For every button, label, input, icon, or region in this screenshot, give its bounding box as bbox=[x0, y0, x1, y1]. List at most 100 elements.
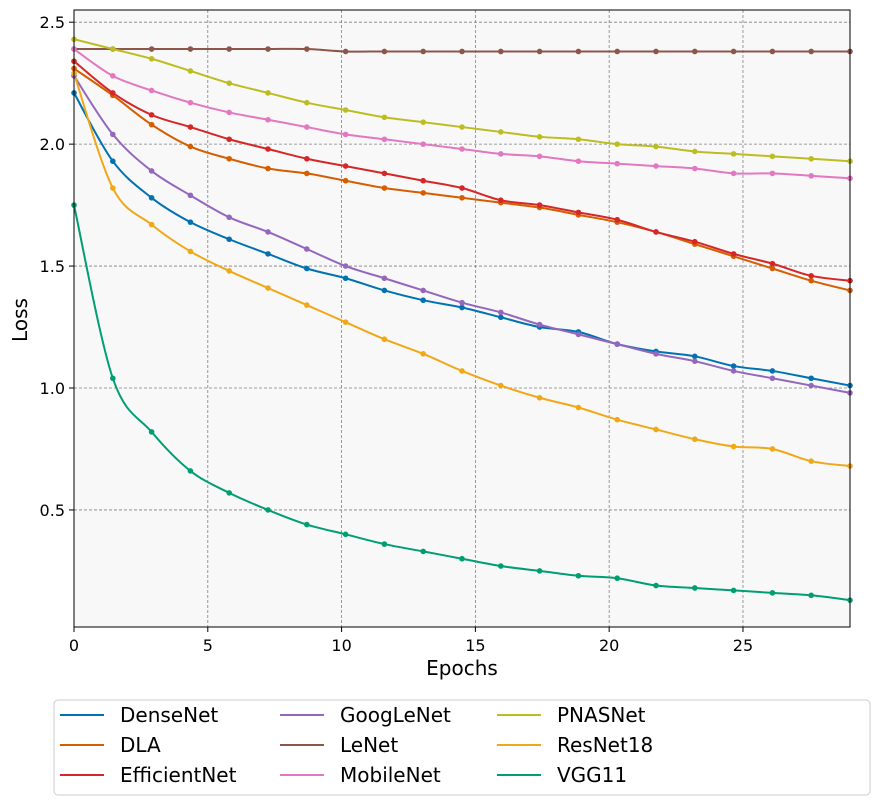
data-point-pnasnet bbox=[459, 124, 465, 130]
data-point-efficientnet bbox=[459, 185, 465, 191]
data-point-lenet bbox=[148, 46, 155, 52]
legend-label-googlenet: GoogLeNet bbox=[340, 703, 451, 727]
data-point-efficientnet bbox=[536, 202, 543, 208]
data-point-googlenet bbox=[769, 375, 776, 382]
data-point-mobilenet bbox=[653, 163, 659, 169]
data-point-resnet18 bbox=[536, 394, 543, 401]
legend-label-densenet: DenseNet bbox=[120, 703, 218, 727]
data-point-googlenet bbox=[614, 341, 620, 347]
data-point-googlenet bbox=[304, 246, 310, 252]
data-point-pnasnet bbox=[614, 141, 620, 147]
series-line-vgg11 bbox=[73, 204, 851, 602]
data-point-pnasnet bbox=[187, 68, 194, 74]
y-tick-label: 0.5 bbox=[40, 501, 65, 520]
data-point-efficientnet bbox=[304, 155, 310, 162]
data-point-pnasnet bbox=[692, 148, 698, 155]
data-point-resnet18 bbox=[653, 426, 659, 433]
plot-background bbox=[74, 10, 850, 627]
x-axis-ticks: 0 5 10 15 20 25 bbox=[69, 627, 753, 655]
data-point-pnasnet bbox=[226, 80, 232, 86]
data-point-lenet bbox=[381, 48, 388, 55]
data-point-densenet bbox=[730, 363, 737, 369]
data-point-googlenet bbox=[110, 131, 116, 138]
data-point-googlenet bbox=[226, 214, 232, 221]
data-point-resnet18 bbox=[304, 302, 310, 308]
data-point-efficientnet bbox=[808, 273, 814, 279]
data-point-googlenet bbox=[653, 351, 659, 357]
legend-label-pnasnet: PNASNet bbox=[557, 703, 646, 727]
x-tick-label: 15 bbox=[465, 636, 485, 655]
data-point-pnasnet bbox=[769, 153, 776, 160]
x-axis-label: Epochs bbox=[426, 656, 498, 680]
data-point-efficientnet bbox=[614, 216, 620, 223]
data-point-densenet bbox=[381, 287, 388, 294]
data-point-resnet18 bbox=[420, 351, 427, 357]
data-point-pnasnet bbox=[304, 99, 310, 106]
data-point-googlenet bbox=[730, 368, 737, 374]
data-point-resnet18 bbox=[575, 404, 582, 411]
legend-label-lenet: LeNet bbox=[340, 733, 398, 757]
data-point-vgg11 bbox=[187, 468, 194, 474]
data-point-vgg11 bbox=[381, 541, 388, 547]
y-tick-label: 1.0 bbox=[40, 379, 65, 398]
data-point-mobilenet bbox=[692, 165, 698, 172]
data-point-resnet18 bbox=[808, 458, 814, 464]
data-point-dla bbox=[265, 165, 271, 172]
x-tick-label: 20 bbox=[599, 636, 619, 655]
data-point-vgg11 bbox=[769, 590, 776, 596]
data-point-mobilenet bbox=[304, 124, 310, 130]
data-point-resnet18 bbox=[342, 319, 349, 325]
data-point-resnet18 bbox=[459, 368, 465, 374]
data-point-pnasnet bbox=[730, 151, 737, 157]
data-point-efficientnet bbox=[187, 124, 194, 130]
data-point-lenet bbox=[187, 46, 194, 52]
data-point-lenet bbox=[420, 48, 427, 55]
data-point-efficientnet bbox=[769, 260, 776, 267]
data-point-vgg11 bbox=[575, 572, 582, 579]
data-point-pnasnet bbox=[808, 155, 814, 162]
data-point-pnasnet bbox=[498, 129, 504, 135]
data-point-lenet bbox=[226, 46, 232, 52]
data-point-lenet bbox=[808, 48, 814, 55]
data-point-dla bbox=[304, 170, 310, 177]
data-point-mobilenet bbox=[342, 131, 349, 138]
legend-label-dla: DLA bbox=[120, 733, 161, 757]
data-point-vgg11 bbox=[265, 507, 271, 513]
data-point-googlenet bbox=[187, 192, 194, 199]
data-point-lenet bbox=[459, 48, 465, 55]
data-point-pnasnet bbox=[265, 90, 271, 96]
data-point-vgg11 bbox=[730, 587, 737, 594]
data-point-lenet bbox=[653, 48, 659, 55]
legend-label-vgg11: VGG11 bbox=[557, 763, 627, 787]
data-point-mobilenet bbox=[536, 153, 543, 160]
data-point-vgg11 bbox=[148, 429, 155, 435]
data-point-lenet bbox=[265, 46, 271, 52]
data-point-efficientnet bbox=[265, 146, 271, 152]
data-point-pnasnet bbox=[536, 134, 543, 140]
data-point-densenet bbox=[226, 236, 232, 243]
data-point-googlenet bbox=[265, 229, 271, 235]
data-point-googlenet bbox=[692, 358, 698, 364]
data-point-densenet bbox=[808, 375, 814, 382]
data-point-efficientnet bbox=[110, 90, 116, 96]
data-point-vgg11 bbox=[420, 548, 427, 555]
y-tick-label: 1.5 bbox=[40, 257, 65, 276]
data-point-googlenet bbox=[459, 299, 465, 306]
data-point-googlenet bbox=[536, 321, 543, 328]
legend: DenseNet DLA EfficientNet GoogLeNet LeNet Mob… bbox=[53, 699, 871, 796]
legend-label-mobilenet: MobileNet bbox=[340, 763, 441, 787]
data-point-dla bbox=[420, 190, 427, 196]
data-point-mobilenet bbox=[381, 136, 388, 143]
data-point-lenet bbox=[575, 48, 582, 55]
y-tick-label: 2.0 bbox=[40, 135, 65, 154]
data-point-vgg11 bbox=[110, 375, 116, 382]
data-point-densenet bbox=[498, 314, 504, 321]
data-point-dla bbox=[187, 143, 194, 150]
legend-label-efficientnet: EfficientNet bbox=[120, 763, 237, 787]
data-point-dla bbox=[226, 155, 232, 162]
data-point-dla bbox=[769, 265, 776, 272]
plot-frame bbox=[73, 9, 851, 628]
data-point-resnet18 bbox=[381, 336, 388, 343]
data-point-mobilenet bbox=[265, 116, 271, 123]
data-point-pnasnet bbox=[381, 114, 388, 121]
